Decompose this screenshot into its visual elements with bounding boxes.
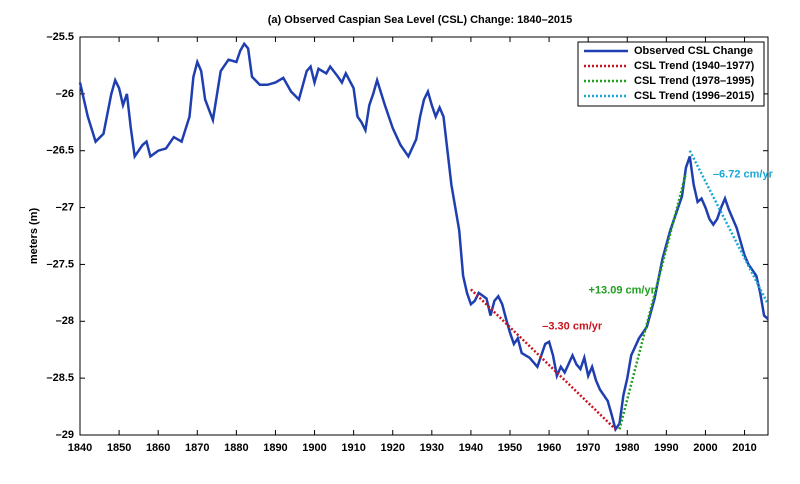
x-tick-label: 1870 xyxy=(185,442,209,454)
x-tick-label: 2000 xyxy=(693,442,717,454)
x-tick-label: 1950 xyxy=(498,442,522,454)
x-tick-label: 1840 xyxy=(68,442,92,454)
y-tick-label: –26 xyxy=(56,88,74,100)
y-tick-label: –26.5 xyxy=(46,145,74,157)
x-tick-label: 2010 xyxy=(732,442,756,454)
x-tick-label: 1850 xyxy=(107,442,131,454)
trend-annotation: –3.30 cm/yr xyxy=(542,320,603,332)
x-tick-label: 1930 xyxy=(420,442,444,454)
x-tick-label: 1900 xyxy=(302,442,326,454)
chart-title: (a) Observed Caspian Sea Level (CSL) Cha… xyxy=(268,14,572,26)
y-axis-label: meters (m) xyxy=(28,208,40,265)
trend-line xyxy=(688,150,770,305)
x-tick-label: 1960 xyxy=(537,442,561,454)
y-tick-label: –28 xyxy=(56,315,74,327)
y-tick-label: –28.5 xyxy=(46,372,74,384)
trend-annotation: –6.72 cm/yr xyxy=(713,168,774,180)
legend-label: Observed CSL Change xyxy=(634,45,753,57)
y-tick-label: –27 xyxy=(56,201,74,213)
trend-annotation: +13.09 cm/yr xyxy=(588,284,655,296)
y-tick-label: –27.5 xyxy=(46,258,74,270)
x-tick-label: 1970 xyxy=(576,442,600,454)
y-tick-label: –25.5 xyxy=(46,31,74,43)
y-tick-label: –29 xyxy=(56,429,74,441)
trend-line xyxy=(618,173,688,430)
legend-label: CSL Trend (1996–2015) xyxy=(634,90,755,102)
x-tick-label: 1920 xyxy=(380,442,404,454)
trend-line xyxy=(470,288,617,431)
x-tick-label: 1910 xyxy=(341,442,365,454)
x-tick-label: 1980 xyxy=(615,442,639,454)
x-tick-label: 1940 xyxy=(459,442,483,454)
x-tick-label: 1860 xyxy=(146,442,170,454)
legend-label: CSL Trend (1978–1995) xyxy=(634,75,755,87)
x-tick-label: 1880 xyxy=(224,442,248,454)
x-tick-label: 1890 xyxy=(263,442,287,454)
x-tick-label: 1990 xyxy=(654,442,678,454)
legend-label: CSL Trend (1940–1977) xyxy=(634,60,755,72)
plot-frame xyxy=(79,36,769,436)
